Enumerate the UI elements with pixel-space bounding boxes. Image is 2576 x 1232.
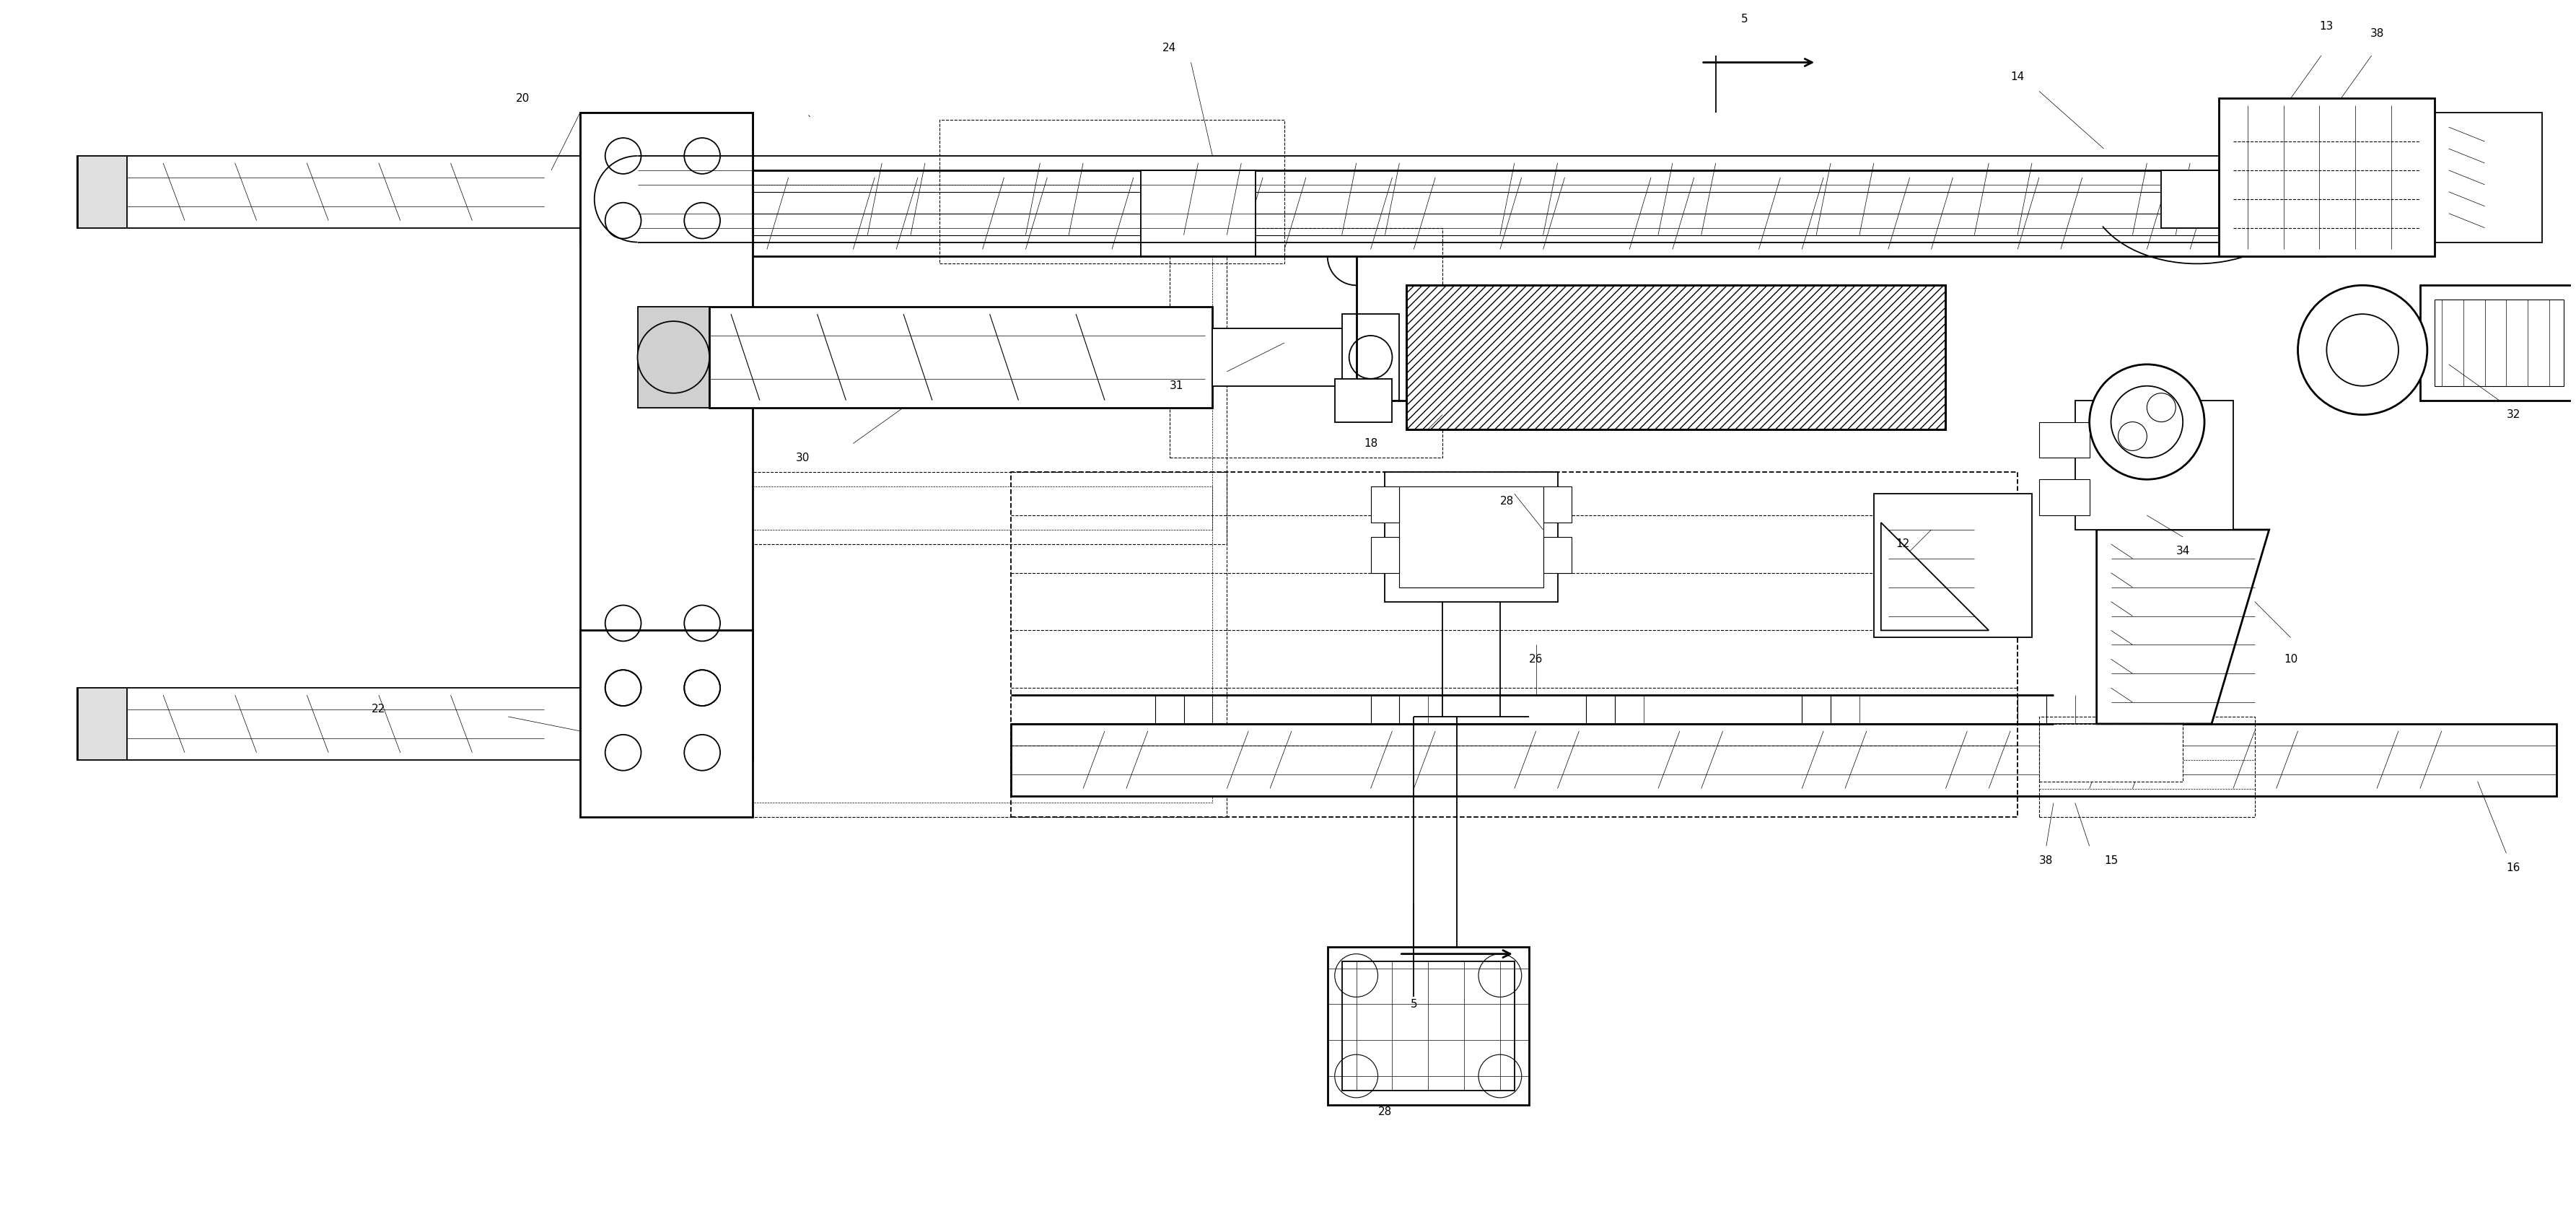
Circle shape (636, 322, 708, 393)
Text: 32: 32 (2506, 409, 2519, 420)
Circle shape (2089, 365, 2205, 479)
Bar (940, 120, 1285, 264)
Text: 15: 15 (2105, 855, 2117, 866)
Text: 22: 22 (371, 703, 386, 715)
Bar (1213, 329, 1358, 386)
Text: 13: 13 (2318, 21, 2334, 32)
Text: 34: 34 (2177, 546, 2190, 557)
Text: 12: 12 (1896, 538, 1909, 549)
Text: 28: 28 (1499, 495, 1515, 506)
Bar (1543, 487, 1571, 522)
Bar (580, 472, 1226, 817)
Bar (2040, 479, 2089, 515)
Circle shape (2110, 386, 2182, 458)
Bar (2161, 170, 2233, 228)
Text: 16: 16 (2506, 862, 2519, 873)
Bar (595, 487, 1213, 803)
Bar (2040, 421, 2089, 458)
Text: 38: 38 (2370, 28, 2383, 39)
Bar (636, 307, 708, 408)
Bar (2434, 299, 2563, 386)
Text: 18: 18 (1363, 439, 1378, 448)
Text: 31: 31 (1170, 381, 1182, 392)
Bar (1386, 472, 1558, 601)
Bar (2218, 99, 2434, 256)
Bar (1170, 228, 1443, 458)
Bar (595, 185, 1213, 530)
Bar (1012, 724, 2555, 796)
Bar (1370, 487, 1399, 522)
Bar (1406, 286, 1945, 429)
Polygon shape (1880, 522, 1989, 631)
Text: 5: 5 (1409, 999, 1417, 1010)
Text: 38: 38 (2040, 855, 2053, 866)
Bar (580, 631, 752, 817)
Bar (2040, 717, 2254, 817)
Bar (1141, 170, 1255, 256)
Circle shape (2298, 286, 2427, 415)
Bar (2076, 400, 2233, 530)
Bar (1334, 378, 1391, 421)
Bar (2434, 113, 2543, 243)
Bar (2040, 724, 2182, 781)
Text: 20: 20 (515, 92, 531, 103)
Bar (1399, 487, 1543, 588)
Bar (580, 113, 752, 760)
Text: 5: 5 (1741, 14, 1749, 25)
Text: 26: 26 (1530, 654, 1543, 664)
Text: 14: 14 (2012, 71, 2025, 83)
Circle shape (2326, 314, 2398, 386)
Bar (1342, 961, 1515, 1090)
Bar (580, 170, 1226, 545)
Text: 28: 28 (1378, 1106, 1391, 1117)
Bar (1012, 472, 2017, 817)
Bar (1543, 537, 1571, 573)
Text: 30: 30 (796, 452, 809, 463)
Text: 10: 10 (2285, 654, 2298, 664)
Bar (1873, 494, 2032, 638)
Bar (77, 687, 126, 760)
Bar (1406, 286, 1945, 429)
Bar (1342, 314, 1399, 400)
Bar (708, 307, 1213, 408)
Bar (1327, 946, 1528, 1105)
Bar (580, 113, 752, 243)
Bar (2419, 286, 2576, 400)
Polygon shape (2097, 530, 2269, 724)
Bar (77, 156, 126, 228)
Text: 24: 24 (1162, 43, 1177, 53)
Bar (1370, 537, 1399, 573)
Text: `: ` (809, 116, 811, 124)
